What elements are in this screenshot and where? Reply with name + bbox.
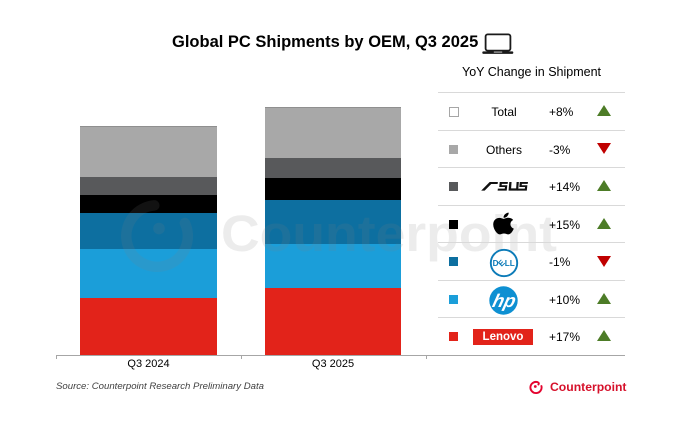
svg-text:hp: hp	[490, 290, 518, 311]
svg-text:L: L	[505, 259, 510, 268]
svg-text:E: E	[497, 258, 508, 269]
svg-text:L: L	[510, 259, 515, 268]
svg-text:D: D	[493, 259, 499, 268]
